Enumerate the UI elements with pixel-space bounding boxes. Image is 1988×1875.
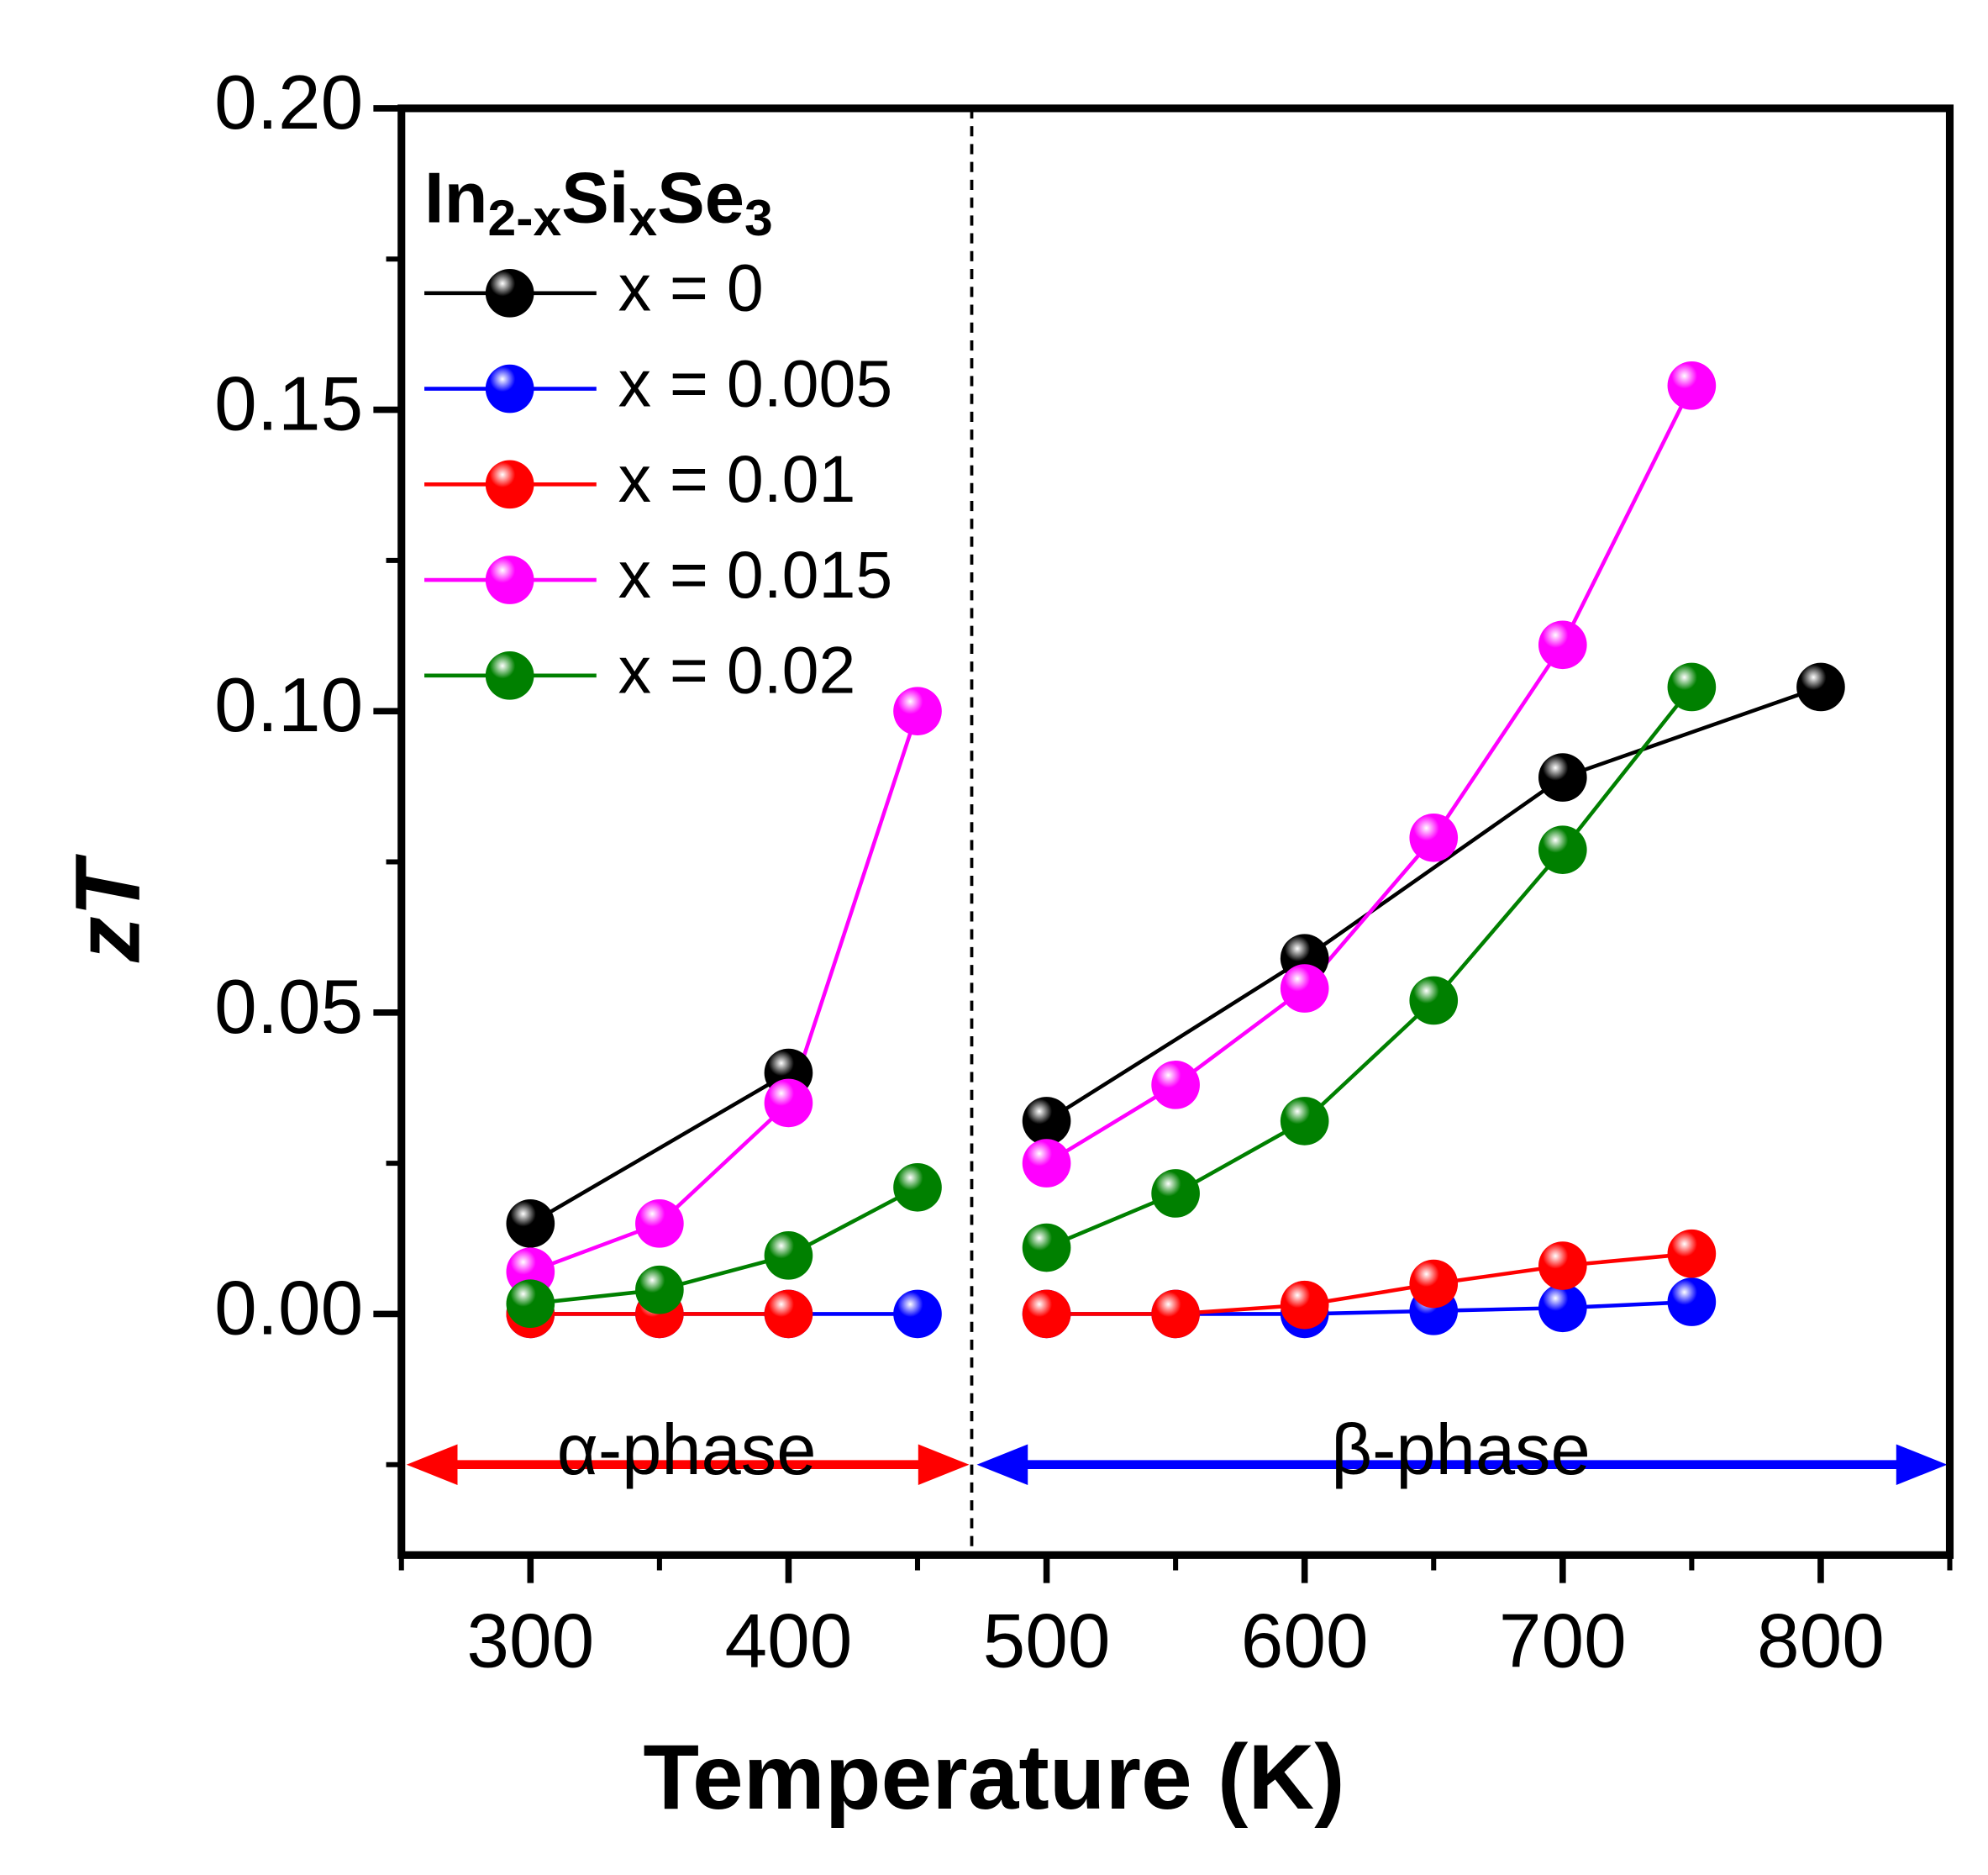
data-point: [893, 687, 942, 735]
series-line: [1045, 384, 1694, 1166]
data-point: [1667, 1277, 1717, 1326]
legend-label: x = 0.005: [618, 346, 893, 420]
data-point: [1280, 964, 1329, 1013]
series-line: [530, 1185, 919, 1306]
data-point: [1022, 1289, 1071, 1339]
legend-title: In2-xSixSe3: [424, 158, 773, 246]
legend-title-part: In: [424, 158, 487, 238]
data-point: [1151, 1169, 1200, 1218]
plot-frame: [397, 104, 1954, 1559]
legend-marker: [485, 460, 534, 509]
data-point: [506, 1199, 555, 1248]
legend-marker: [485, 269, 534, 318]
x-axis-title: Temperature (K): [643, 1726, 1344, 1829]
annotation: β-phase: [1331, 1409, 1591, 1489]
data-point: [1280, 1097, 1329, 1146]
data-point: [1409, 1259, 1459, 1309]
data-point: [1022, 1097, 1071, 1146]
legend-label: x = 0.015: [618, 538, 893, 612]
x-tick-label: 400: [725, 1599, 853, 1684]
beta-arrow-head: [1896, 1444, 1948, 1485]
legend-label: x = 0.01: [618, 442, 856, 516]
series-line: [529, 710, 920, 1274]
data-point: [1538, 620, 1587, 670]
data-point: [1409, 976, 1459, 1025]
legend-title-sub: 3: [744, 189, 773, 246]
series-line: [529, 1071, 790, 1225]
data-point: [1667, 662, 1717, 712]
data-point: [764, 1289, 813, 1339]
legend-title-sub: 2-x: [488, 189, 562, 246]
series-line: [1045, 685, 1822, 1123]
legend-title-part: Si: [561, 158, 628, 238]
y-tick-label: 0.05: [214, 965, 363, 1050]
x-tick-label: 700: [1499, 1599, 1627, 1684]
data-point: [893, 1162, 942, 1212]
data-point: [1667, 1229, 1717, 1278]
legend-title-part: Se: [657, 158, 744, 238]
legend-marker: [485, 556, 534, 604]
series-line: [1045, 686, 1694, 1250]
beta-arrow-head: [976, 1444, 1028, 1485]
legend-marker: [485, 651, 534, 700]
y-tick-label: 0.15: [214, 362, 363, 447]
y-tick-label: 0.00: [214, 1266, 363, 1351]
data-point: [893, 1289, 942, 1339]
alpha-arrow-head: [406, 1444, 458, 1485]
x-tick-label: 600: [1241, 1599, 1369, 1684]
y-axis-title: zT: [56, 853, 159, 963]
legend-title-sub: x: [628, 189, 657, 246]
data-point: [1538, 1283, 1587, 1333]
data-point: [1151, 1289, 1200, 1339]
x-tick-label: 800: [1757, 1599, 1885, 1684]
data-point: [1409, 813, 1459, 862]
legend-label: x = 0.02: [618, 634, 856, 708]
data-point: [1538, 825, 1587, 874]
data-point: [1280, 1280, 1329, 1330]
data-point: [506, 1279, 555, 1329]
annotation: α-phase: [557, 1409, 817, 1489]
data-point: [1022, 1139, 1071, 1188]
data-point: [764, 1231, 813, 1280]
y-tick-label: 0.20: [214, 61, 363, 145]
data-point: [1538, 1241, 1587, 1290]
data-point: [1538, 753, 1587, 802]
data-point: [764, 1078, 813, 1128]
data-point: [635, 1265, 684, 1314]
alpha-arrow-head: [918, 1444, 970, 1485]
data-point: [1022, 1223, 1071, 1272]
data-point: [1796, 662, 1845, 712]
x-tick-label: 500: [983, 1599, 1111, 1684]
data-point: [635, 1199, 684, 1248]
legend-marker: [485, 364, 534, 413]
x-tick-label: 300: [466, 1599, 594, 1684]
legend-label: x = 0: [618, 251, 764, 325]
data-point: [1151, 1061, 1200, 1109]
data-point: [1667, 361, 1717, 410]
y-tick-label: 0.10: [214, 663, 363, 748]
